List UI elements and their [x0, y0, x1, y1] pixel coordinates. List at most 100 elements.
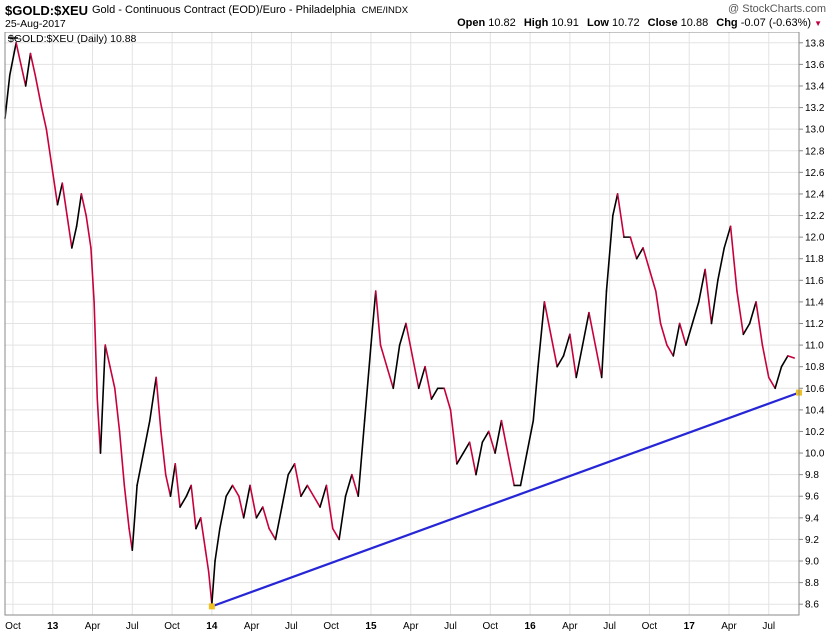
price-segment: [575, 344, 584, 379]
legend: $GOLD:$XEU (Daily) 10.88: [8, 33, 137, 45]
price-segment: [666, 344, 675, 357]
price-segment: [755, 301, 764, 346]
price-segment: [475, 441, 484, 476]
price-segment: [710, 279, 719, 325]
y-tick-label: 10.2: [805, 427, 825, 438]
high-value: 10.91: [551, 17, 579, 29]
x-tick-label: Oct: [323, 621, 339, 632]
price-segment: [80, 193, 87, 217]
price-segment: [56, 182, 64, 206]
price-segment: [697, 268, 706, 303]
price-segment: [51, 171, 59, 206]
price-segment: [736, 290, 745, 336]
price-segment: [685, 322, 694, 346]
price-segment: [678, 322, 687, 346]
price-segment: [654, 290, 662, 325]
price-segment: [723, 225, 732, 249]
price-segment: [109, 365, 116, 390]
x-tick-label: Apr: [562, 621, 578, 632]
y-tick-label: 9.2: [805, 535, 819, 546]
price-segment: [104, 344, 111, 368]
price-segment: [398, 322, 407, 346]
x-tick-label: Jul: [126, 621, 139, 632]
down-triangle-icon: ▼: [814, 19, 822, 28]
x-tick-label: Oct: [164, 621, 180, 632]
y-tick-label: 13.6: [805, 60, 825, 71]
price-segment: [635, 247, 644, 260]
symbol-title: $GOLD:$XEU: [5, 3, 89, 18]
price-segment: [742, 322, 751, 336]
price-segment: [204, 549, 210, 573]
price-segment: [242, 484, 251, 519]
price-segment: [526, 419, 535, 454]
price-segment: [40, 106, 48, 130]
y-tick-label: 11.6: [805, 276, 824, 287]
brand-logo[interactable]: @ StockCharts.com: [728, 3, 826, 15]
x-axis: Oct 13 Apr Jul Oct 14 Apr Jul Oct 15 Apr Jul Oct 16 Ap…: [5, 621, 775, 632]
price-segment: [274, 506, 283, 541]
price-segment: [219, 495, 227, 530]
trendline-layer: [208, 389, 802, 610]
x-tick-label: Jul: [762, 621, 775, 632]
trendline[interactable]: [211, 391, 800, 608]
price-segment: [581, 311, 590, 346]
x-tick-label: 14: [206, 621, 218, 632]
trendline-handle[interactable]: [208, 603, 215, 610]
price-segment: [449, 409, 458, 465]
price-segment: [34, 74, 43, 109]
price-segment: [287, 463, 296, 476]
price-segment: [90, 247, 95, 303]
y-tick-label: 12.6: [805, 168, 825, 179]
price-segment: [411, 355, 420, 390]
y-tick-label: 13.8: [805, 38, 825, 49]
y-tick-label: 9.4: [805, 513, 819, 524]
price-segment: [195, 517, 202, 530]
price-segment: [96, 398, 102, 454]
y-axis: 8.6 8.8 9.0 9.2 9.4 9.6 9.8 10.0 10.2 10.4 10.6 10.…: [799, 38, 825, 611]
price-segment: [787, 355, 796, 359]
price-segment: [238, 495, 245, 519]
price-segment: [118, 430, 126, 487]
price-segment: [774, 365, 783, 390]
price-segment: [351, 473, 360, 498]
exchange-label: CME/INDX: [361, 5, 409, 16]
price-segment: [174, 463, 181, 508]
price-segment: [616, 193, 625, 238]
price-segment: [155, 376, 162, 433]
y-tick-label: 11.4: [805, 297, 824, 308]
x-tick-label: Oct: [5, 621, 21, 632]
y-tick-label: 8.8: [805, 578, 819, 589]
y-tick-label: 11.0: [805, 341, 824, 352]
y-tick-label: 10.4: [805, 405, 825, 416]
price-segment: [93, 301, 99, 400]
price-segment: [249, 484, 258, 519]
price-segment: [312, 495, 321, 508]
y-tick-label: 11.2: [805, 319, 824, 330]
price-segment: [468, 441, 477, 476]
x-tick-label: 16: [525, 621, 537, 632]
price-segment: [392, 344, 401, 390]
price-segment: [225, 484, 234, 498]
y-tick-label: 9.6: [805, 492, 819, 503]
price-segment: [61, 182, 68, 217]
price-segment: [85, 214, 92, 249]
price-segment: [543, 301, 552, 336]
price-chart[interactable]: 8.6 8.8 9.0 9.2 9.4 9.6 9.8 10.0 10.2 10.4 10.6 10.…: [0, 32, 834, 637]
y-tick-label: 13.0: [805, 125, 825, 136]
y-tick-label: 13.2: [805, 103, 825, 114]
price-segment: [612, 193, 619, 217]
price-segment: [642, 247, 651, 271]
price-segment: [672, 322, 681, 357]
y-tick-label: 10.8: [805, 362, 825, 373]
x-tick-label: Apr: [85, 621, 101, 632]
price-segment: [691, 301, 700, 325]
price-segment: [300, 484, 309, 498]
ohlc-readout: Open 10.82 High 10.91 Low 10.72 Close 10…: [457, 17, 822, 29]
price-segment: [45, 128, 54, 174]
open-value: 10.82: [488, 17, 516, 29]
price-segment: [8, 41, 17, 76]
price-segment: [562, 333, 571, 357]
price-segment: [123, 484, 130, 530]
price-segment: [500, 419, 509, 454]
price-segment: [75, 193, 83, 228]
